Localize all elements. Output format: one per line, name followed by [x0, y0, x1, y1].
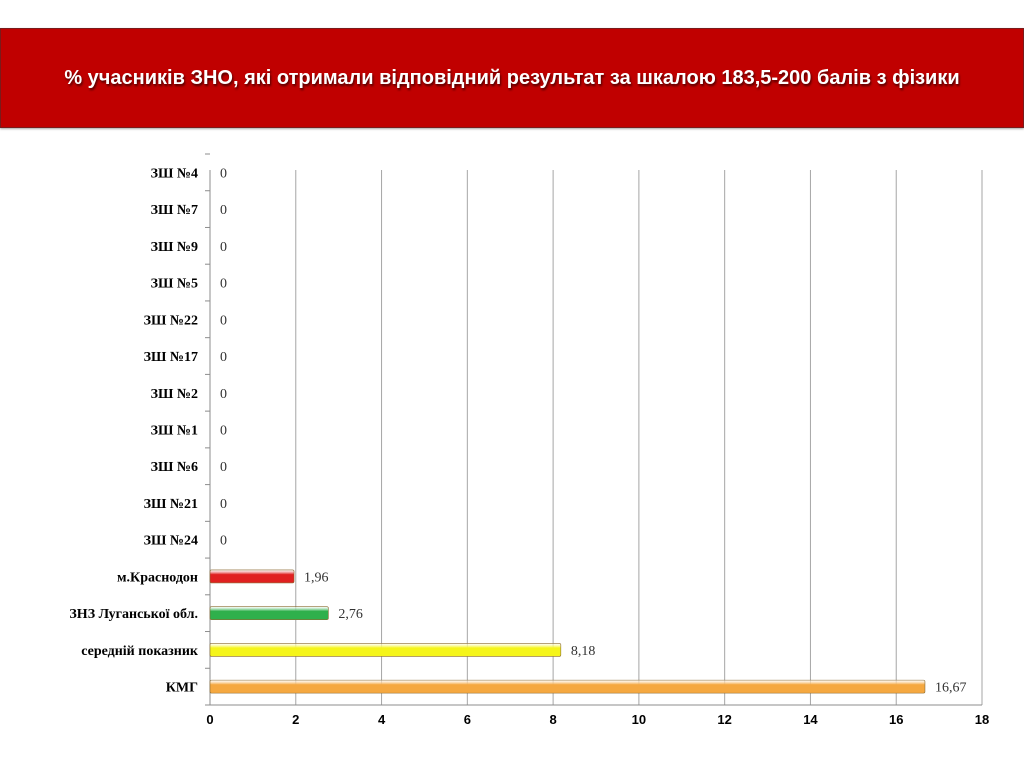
- data-label: 0: [220, 460, 227, 475]
- category-label: м.Краснодон: [117, 570, 198, 585]
- category-label: ЗШ №21: [144, 497, 198, 512]
- x-tick-label: 8: [549, 712, 556, 727]
- data-label: 0: [220, 497, 227, 512]
- data-label: 16,67: [935, 681, 967, 696]
- data-label: 0: [220, 203, 227, 218]
- data-label: 0: [220, 534, 227, 549]
- category-label: ЗШ №1: [151, 424, 198, 439]
- category-label: ЗШ №4: [151, 166, 198, 181]
- category-label: ЗШ №2: [151, 387, 198, 402]
- x-tick-label: 14: [803, 712, 818, 727]
- category-label: ЗШ №7: [151, 203, 198, 218]
- bar: [209, 569, 295, 584]
- category-label: ЗНЗ Луганської обл.: [69, 607, 198, 622]
- category-label: ЗШ №17: [144, 350, 198, 365]
- data-label: 0: [220, 240, 227, 255]
- x-tick-label: 4: [378, 712, 386, 727]
- data-label: 2,76: [338, 607, 363, 622]
- category-label: ЗШ №6: [151, 460, 198, 475]
- data-label: 1,96: [304, 570, 329, 585]
- category-label: КМГ: [166, 681, 198, 696]
- data-label: 0: [220, 166, 227, 181]
- data-label: 0: [220, 277, 227, 292]
- x-tick-label: 2: [292, 712, 299, 727]
- category-label: ЗШ №9: [151, 240, 198, 255]
- x-tick-label: 10: [632, 712, 646, 727]
- data-label: 0: [220, 387, 227, 402]
- x-tick-label: 12: [717, 712, 731, 727]
- bar: [209, 606, 329, 620]
- data-label: 8,18: [571, 644, 596, 659]
- x-tick-label: 6: [464, 712, 471, 727]
- bar: [209, 679, 926, 694]
- category-label: ЗШ №22: [144, 313, 198, 328]
- category-label: ЗШ №24: [144, 534, 198, 549]
- bar: [209, 643, 562, 657]
- chart-title: % учасників ЗНО, які отримали відповідни…: [64, 66, 960, 89]
- data-label: 0: [220, 313, 227, 328]
- x-tick-label: 0: [206, 712, 213, 727]
- x-tick-label: 18: [975, 712, 989, 727]
- x-tick-label: 16: [889, 712, 903, 727]
- category-label: середній показник: [81, 644, 199, 659]
- data-label: 0: [220, 424, 227, 439]
- category-label: ЗШ №5: [151, 277, 198, 292]
- title-banner: % учасників ЗНО, які отримали відповідни…: [0, 28, 1024, 128]
- data-label: 0: [220, 350, 227, 365]
